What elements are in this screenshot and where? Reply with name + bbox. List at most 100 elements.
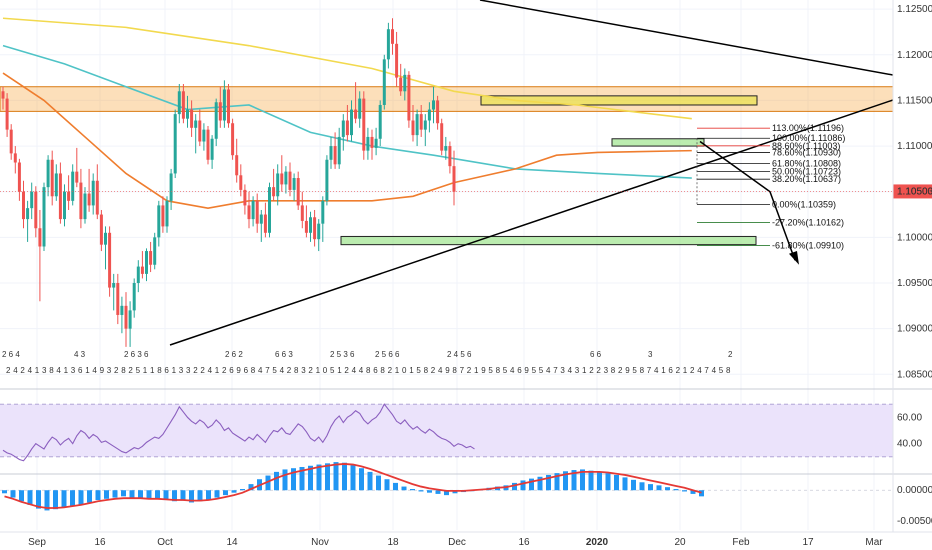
event-marker-digit: 1 [683, 366, 688, 375]
event-marker-digit: 3 [186, 366, 191, 375]
event-marker-digit: 5 [719, 366, 724, 375]
macd-histogram-bar [163, 490, 169, 501]
event-marker-digit: 4 [359, 366, 364, 375]
event-marker-digit: 2 [6, 366, 11, 375]
candle-body [386, 29, 390, 60]
macd-histogram-bar [104, 490, 109, 499]
lower-trendline[interactable] [169, 99, 894, 346]
event-marker-digit: 4 [546, 366, 551, 375]
event-marker-digit: 6 [517, 366, 522, 375]
upper-trendline[interactable] [479, 0, 894, 76]
time-tick-label: Nov [311, 537, 329, 548]
macd-histogram-bar [121, 490, 126, 497]
event-marker-digit: 8 [294, 366, 299, 375]
event-marker-digit: 6 [244, 366, 249, 375]
candle-body [120, 305, 124, 315]
candle-body [71, 171, 75, 201]
macd-tick-label: -0.00500 [897, 516, 932, 527]
event-marker-digit: 2 [596, 366, 601, 375]
candle-body [263, 214, 267, 233]
macd-histogram-bar [274, 471, 279, 491]
macd-histogram-bar [180, 490, 186, 501]
candle-body [132, 283, 136, 311]
event-marker-digit: 5 [503, 366, 508, 375]
candle-body [214, 102, 218, 139]
macd-tick-label: 0.00000 [897, 485, 932, 496]
candle-body [54, 173, 58, 197]
candle-body [194, 120, 198, 128]
candle-body [30, 191, 34, 209]
macd-histogram-bar [622, 477, 628, 491]
price-tick-label: 1.08500 [897, 369, 932, 380]
macd-histogram-bar [206, 490, 211, 501]
fib-level-label: 88.60%(1.11003) [772, 141, 840, 151]
time-tick-label: 2020 [586, 537, 609, 548]
candle-body [452, 166, 456, 192]
fib-level-label: 113.00%(1.11196) [772, 123, 844, 133]
candle-body [136, 266, 140, 284]
candle-body [87, 193, 91, 206]
macd-histogram-bar [401, 486, 407, 491]
candle-body [325, 159, 329, 201]
macd-histogram-bar [44, 490, 50, 511]
macd-histogram-bar [427, 490, 432, 493]
candle-body [218, 102, 222, 121]
event-marker-digit: 3 [179, 366, 184, 375]
trendlines-layer [169, 0, 894, 346]
event-marker-digit: 2 [128, 366, 133, 375]
macd-histogram-bar [223, 490, 228, 496]
candle-body [17, 162, 21, 192]
candle-body [190, 109, 194, 128]
macd-histogram-bar [597, 471, 602, 491]
candle-body [1, 91, 5, 99]
macd-histogram-bar [393, 482, 398, 491]
macd-histogram-bar [384, 479, 390, 491]
candle-body [108, 232, 112, 288]
time-tick-label: 17 [802, 537, 814, 548]
candle-body [378, 104, 382, 139]
event-marker-digit: 2 [589, 366, 594, 375]
macd-histogram-bar [452, 490, 458, 494]
candle-body [329, 146, 333, 160]
event-marker-digit: 3 [575, 366, 580, 375]
fib-level-label: 61.80%(1.10808) [772, 159, 841, 169]
event-marker-digit: 4 [258, 366, 263, 375]
event-marker-digit: 2 [20, 366, 25, 375]
candle-body [255, 200, 259, 224]
macd-histogram-bar [155, 490, 160, 499]
candle-body [358, 98, 362, 119]
macd-histogram-bar [588, 470, 594, 491]
event-marker-digit: 1 [64, 366, 69, 375]
candle-body [415, 114, 419, 136]
macd-histogram-bar [19, 490, 24, 502]
candle-body [251, 200, 255, 220]
event-marker-digit: 6 [78, 366, 83, 375]
candle-body [38, 228, 42, 247]
candle-body [153, 237, 157, 265]
candle-body [116, 283, 120, 315]
macd-histogram-bar [605, 473, 611, 491]
event-marker-digit: 5 [416, 366, 421, 375]
event-marker-digit: 8 [452, 366, 457, 375]
candle-body [374, 138, 378, 148]
event-marker-digit: 5 [539, 366, 544, 375]
event-marker-digit: 2 [308, 366, 313, 375]
yellow-zone [480, 95, 758, 106]
candle-body [268, 187, 271, 233]
time-tick-label: Dec [448, 537, 466, 548]
event-marker-digit: 8 [366, 366, 371, 375]
event-marker-digit: 9 [445, 366, 450, 375]
event-marker-group: 3 [648, 350, 653, 359]
event-marker-digit: 8 [49, 366, 54, 375]
event-marker-digit: 5 [136, 366, 141, 375]
macd-histogram-bar [291, 468, 296, 491]
macd-histogram-bar [648, 484, 653, 491]
moving-averages-layer [2, 17, 692, 209]
candle-body [382, 59, 386, 105]
candle-body [284, 171, 288, 185]
candle-body [67, 191, 71, 201]
price-tick-label: 1.12000 [897, 50, 932, 61]
event-marker-digit: 9 [625, 366, 630, 375]
